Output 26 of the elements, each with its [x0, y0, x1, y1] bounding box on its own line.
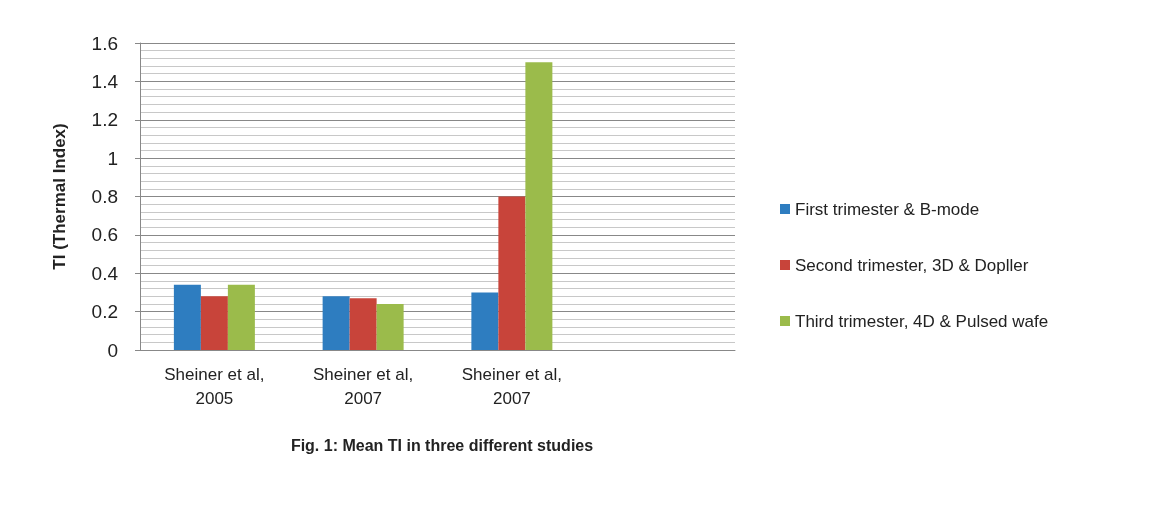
y-tick-label: 1: [107, 147, 118, 169]
y-tick-label: 0: [107, 339, 118, 361]
x-tick-label: Sheiner et al,2005: [164, 364, 265, 408]
x-tick-label: Sheiner et al,2007: [461, 364, 562, 408]
legend-label: Third trimester, 4D & Pulsed wafe: [795, 311, 1049, 331]
bar: [525, 62, 553, 350]
x-tick-label: Sheiner et al,2007: [313, 364, 414, 408]
y-tick-label: 0.2: [91, 301, 118, 323]
y-tick-label: 1.4: [91, 70, 119, 92]
y-tick-label: 0.4: [91, 262, 119, 284]
legend-label: First trimester & B-mode: [795, 199, 980, 219]
bar: [173, 284, 201, 350]
bar: [322, 296, 350, 350]
bar: [349, 298, 377, 350]
text: Fig. 1: Mean TI in three different studies: [290, 436, 594, 454]
bar: [471, 292, 499, 350]
bar: [498, 196, 526, 350]
legend-label: Second trimester, 3D & Dopller: [795, 255, 1029, 275]
y-tick-label: 1.2: [91, 109, 118, 131]
y-tick-label: 1.6: [91, 32, 118, 54]
bar: [200, 296, 228, 350]
y-axis-title: TI (Thermal Index): [50, 123, 69, 270]
y-tick-label: 0.8: [91, 186, 118, 207]
y-tick-label: 0.6: [91, 224, 118, 246]
bar: [227, 284, 255, 350]
bar: [376, 303, 404, 350]
